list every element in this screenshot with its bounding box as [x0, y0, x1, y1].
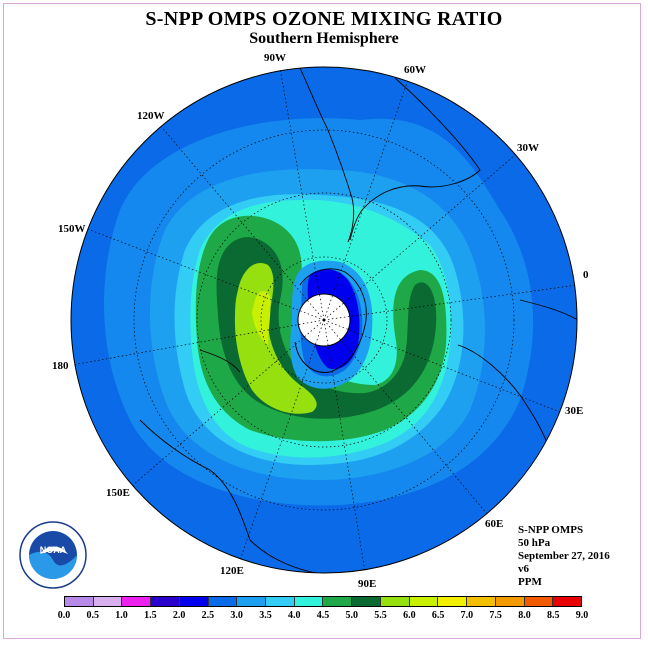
color-scale-segment	[208, 597, 238, 606]
lon-label-150w: 150W	[58, 223, 86, 235]
lon-label-30e: 30E	[565, 405, 584, 417]
color-scale-tick-label: 7.5	[489, 610, 502, 621]
meridian-60e	[323, 319, 489, 516]
color-scale-segment	[553, 597, 581, 606]
south-america-coast-east	[349, 77, 481, 241]
color-scale-segment	[237, 597, 267, 606]
africa-tip	[519, 299, 577, 321]
map-boundary	[70, 66, 578, 574]
color-scale-segment	[151, 597, 180, 606]
color-scale-tick-label: 2.0	[172, 610, 186, 621]
lon-label-180: 180	[52, 360, 69, 372]
color-scale-segment	[93, 597, 123, 606]
color-scale-tick-label: 6.0	[403, 610, 416, 621]
lon-label-150e: 150E	[106, 487, 130, 499]
meridian-0	[323, 284, 578, 321]
color-scale-segment	[467, 597, 496, 606]
noaa-logo: NOAA	[19, 521, 87, 589]
lon-label-30w: 30W	[517, 142, 539, 154]
color-scale-tick-label: 2.5	[201, 610, 215, 621]
lon-label-90w: 90W	[264, 52, 286, 64]
map-title: S-NPP OMPS OZONE MIXING RATIO	[145, 8, 503, 30]
color-scale-tick-label: 0.5	[86, 610, 100, 621]
color-scale-tick-label: 8.5	[546, 610, 560, 621]
logo-text: NOAA	[40, 545, 67, 555]
ozone-spot	[372, 226, 410, 250]
color-scale-segment	[524, 597, 554, 606]
info-instrument: S-NPP OMPS	[518, 524, 584, 536]
color-scale-tick-label: 1.5	[144, 610, 157, 621]
graticule	[71, 67, 578, 573]
antarctica-coast	[294, 268, 367, 373]
info-date: September 27, 2016	[518, 550, 610, 562]
color-scale-tick-label: 4.0	[287, 610, 301, 621]
figure-frame	[3, 3, 641, 639]
color-scale-tick-label: 1.0	[115, 610, 128, 621]
color-scale-bar	[64, 596, 582, 607]
ozone-band-6.5	[252, 291, 271, 345]
color-scale-segment	[495, 597, 525, 606]
color-scale-segment	[438, 597, 468, 606]
south-america-coast-west	[299, 67, 355, 243]
meridian-150w	[84, 227, 325, 321]
color-scale-tick-label: 4.5	[316, 610, 330, 621]
lon-label-60e: 60E	[485, 518, 504, 530]
info-level: 50 hPa	[518, 537, 551, 549]
color-scale-segment	[65, 597, 94, 606]
color-scale-tick-label: 3.0	[230, 610, 243, 621]
info-version: v6	[518, 563, 529, 575]
color-scale-tick-label: 0.0	[57, 610, 71, 621]
latitude-circle-45s	[133, 129, 515, 511]
color-scale-segment	[352, 597, 381, 606]
info-units: PPM	[518, 576, 542, 588]
map-subtitle: Southern Hemisphere	[249, 30, 399, 47]
color-scale-tick-label: 7.0	[460, 610, 474, 621]
lon-label-120w: 120W	[137, 110, 165, 122]
new-zealand-coast	[199, 349, 241, 373]
color-scale-tick-label: 8.0	[518, 610, 531, 621]
meridian-120w	[159, 124, 325, 321]
color-scale-segment	[409, 597, 439, 606]
color-scale-segment	[323, 597, 353, 606]
logo-wave	[29, 551, 77, 579]
color-scale-tick-label: 5.0	[345, 610, 359, 621]
coastlines	[139, 67, 577, 573]
lon-label-0: 0	[583, 269, 589, 281]
logo-bird	[40, 546, 68, 554]
lon-label-120e: 120E	[220, 565, 244, 577]
map-info: S-NPP OMPS 50 hPa September 27, 2016 v6 …	[518, 524, 610, 589]
color-scale-tick-label: 6.5	[431, 610, 445, 621]
latitude-circle-75s	[260, 256, 388, 384]
color-scale-segment	[380, 597, 410, 606]
color-scale-segment	[122, 597, 152, 606]
australia-coast	[139, 419, 331, 573]
color-scale-tick-label: 3.5	[259, 610, 272, 621]
color-scale-tick-label: 5.5	[374, 610, 387, 621]
lon-label-60w: 60W	[404, 64, 426, 76]
color-scale-segment	[294, 597, 324, 606]
meridian-90e	[323, 319, 366, 573]
meridian-180	[71, 319, 325, 366]
color-scale-segment	[179, 597, 209, 606]
color-scale-tick-label: 9.0	[575, 610, 589, 621]
africa-madagascar-region	[457, 344, 549, 446]
lon-label-90e: 90E	[358, 578, 377, 590]
latitude-circle-60s	[196, 192, 452, 448]
meridian-90w	[279, 67, 325, 321]
color-scale-segment	[266, 597, 295, 606]
